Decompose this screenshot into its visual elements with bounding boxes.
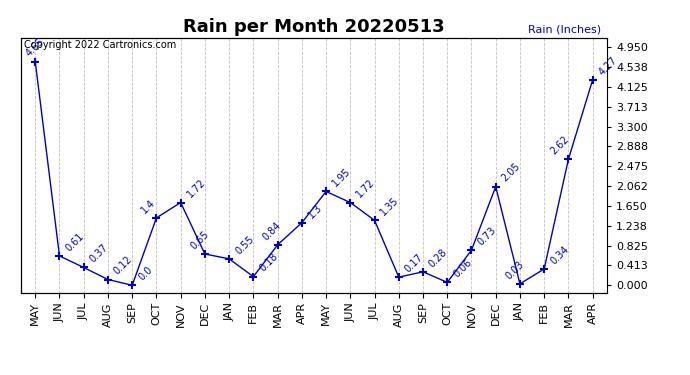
Text: 2.05: 2.05 [500, 162, 522, 184]
Text: 0.0: 0.0 [137, 265, 154, 282]
Text: 0.61: 0.61 [63, 231, 86, 253]
Text: Copyright 2022 Cartronics.com: Copyright 2022 Cartronics.com [23, 40, 176, 50]
Text: 1.35: 1.35 [379, 195, 401, 217]
Text: 0.34: 0.34 [549, 244, 571, 266]
Text: 0.06: 0.06 [451, 257, 473, 280]
Text: 0.55: 0.55 [233, 234, 256, 256]
Text: 0.73: 0.73 [475, 225, 498, 248]
Text: 0.37: 0.37 [88, 242, 110, 265]
Text: 4.65: 4.65 [24, 36, 46, 59]
Text: 0.17: 0.17 [403, 252, 425, 274]
Text: 2.62: 2.62 [549, 134, 571, 156]
Text: 4.27: 4.27 [597, 55, 619, 77]
Text: 0.12: 0.12 [112, 255, 135, 277]
Text: 0.18: 0.18 [257, 252, 279, 274]
Text: 0.28: 0.28 [427, 247, 449, 269]
Text: 1.95: 1.95 [331, 166, 353, 189]
Text: 1.72: 1.72 [185, 177, 207, 200]
Text: 0.65: 0.65 [188, 229, 210, 251]
Text: 1.4: 1.4 [140, 197, 157, 215]
Text: 1.72: 1.72 [355, 177, 377, 200]
Text: 1.3: 1.3 [306, 202, 324, 220]
Text: 0.03: 0.03 [503, 259, 526, 281]
Title: Rain per Month 20220513: Rain per Month 20220513 [183, 18, 445, 36]
Text: 0.84: 0.84 [261, 220, 283, 242]
Text: Rain (Inches): Rain (Inches) [529, 25, 602, 35]
